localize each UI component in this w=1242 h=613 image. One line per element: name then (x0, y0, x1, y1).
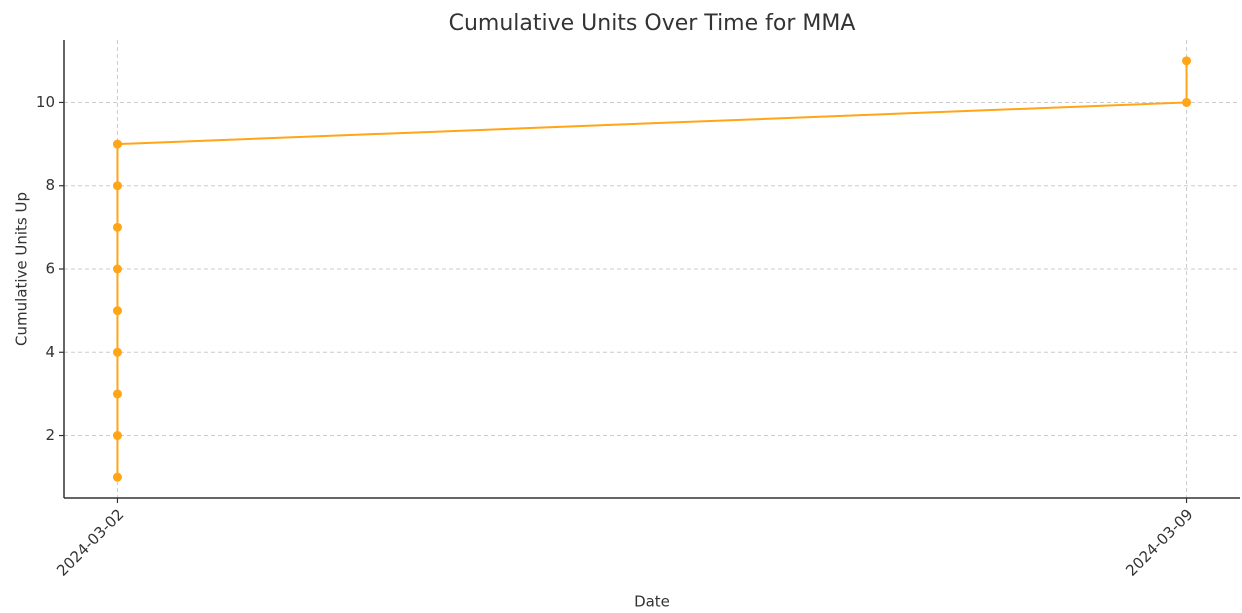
y-axis-label: Cumulative Units Up (13, 192, 31, 346)
y-tick-label: 4 (45, 343, 55, 361)
marker (1182, 97, 1192, 107)
x-tick-label: 2024-03-09 (1122, 505, 1196, 579)
chart-title: Cumulative Units Over Time for MMA (449, 11, 856, 36)
x-tick-label: 2024-03-02 (53, 505, 127, 579)
marker (112, 431, 122, 441)
marker (112, 306, 122, 316)
marker (112, 222, 122, 232)
y-tick-label: 8 (45, 176, 55, 194)
y-tick-label: 2 (45, 426, 55, 444)
marker (112, 181, 122, 191)
marker (112, 264, 122, 274)
x-axis-label: Date (634, 593, 670, 611)
y-tick-label: 6 (45, 260, 55, 278)
marker (112, 139, 122, 149)
marker (1182, 56, 1192, 66)
marker (112, 389, 122, 399)
y-tick-label: 10 (36, 93, 55, 111)
marker (112, 347, 122, 357)
marker (112, 472, 122, 482)
